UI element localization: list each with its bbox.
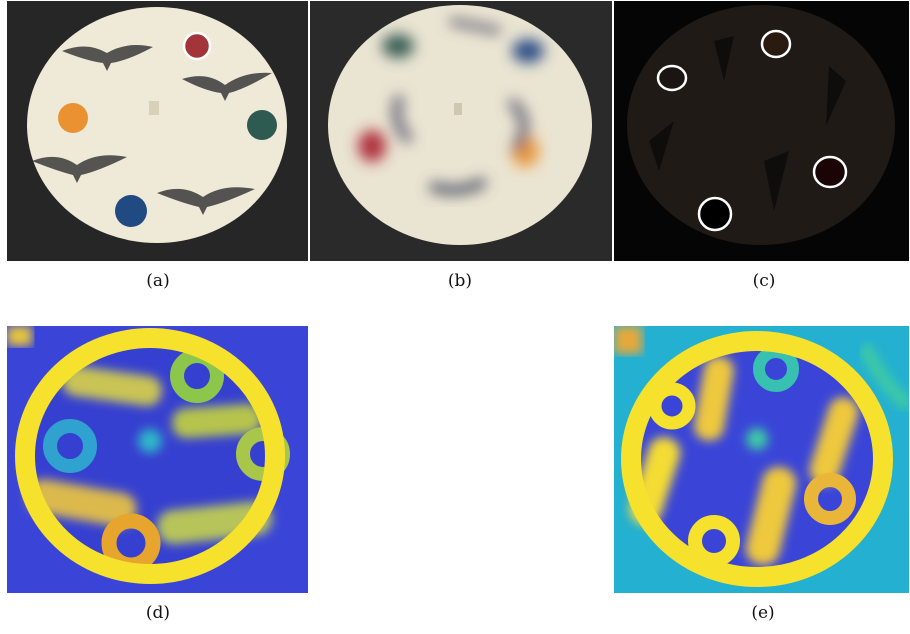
panel-b-blurred-disc bbox=[310, 1, 612, 261]
dot-green bbox=[247, 110, 277, 140]
spindle bbox=[149, 101, 159, 115]
panel-a-original-disc bbox=[7, 1, 308, 261]
eagle-icon bbox=[32, 45, 272, 215]
dot-red bbox=[184, 33, 210, 59]
caption-a: (a) bbox=[146, 271, 170, 291]
caption-b: (b) bbox=[447, 271, 473, 291]
panel-c-dark-mask bbox=[614, 1, 909, 261]
panel-d-heatmap bbox=[7, 326, 308, 593]
caption-e: (e) bbox=[751, 603, 775, 623]
caption-c: (c) bbox=[752, 271, 776, 291]
disc bbox=[27, 7, 287, 243]
dot-orange bbox=[58, 103, 88, 133]
panel-e-heatmap bbox=[614, 326, 909, 593]
dot-blue bbox=[115, 195, 147, 227]
caption-d: (d) bbox=[145, 603, 171, 623]
